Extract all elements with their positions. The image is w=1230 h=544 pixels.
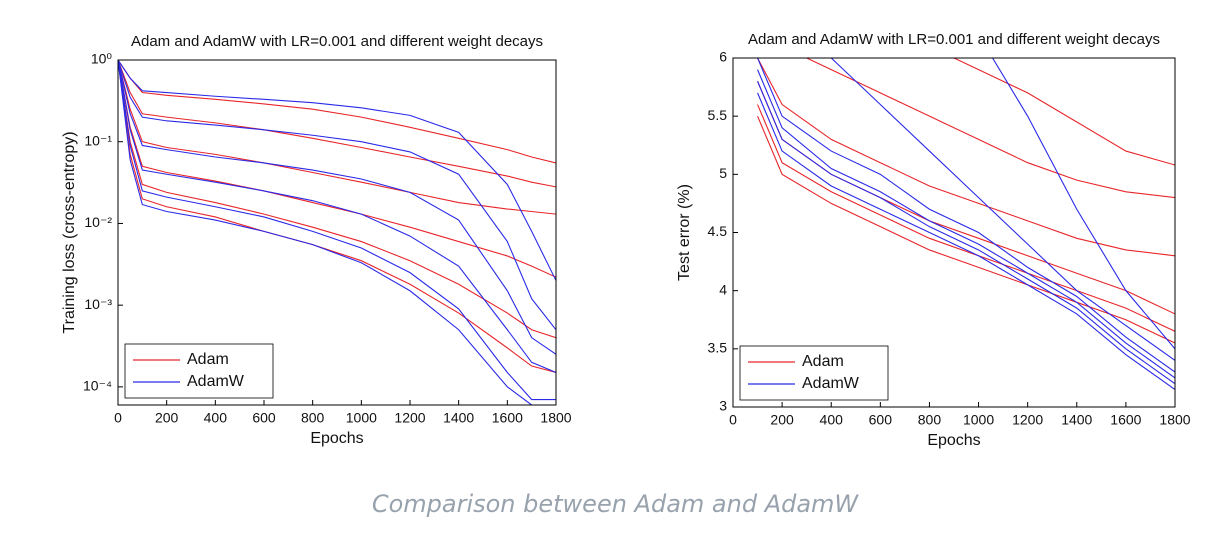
legend-label: Adam — [187, 351, 229, 368]
x-tick-label: 0 — [729, 412, 737, 428]
x-tick-label: 1000 — [346, 410, 377, 426]
series-line — [757, 81, 1175, 385]
series-line — [118, 60, 556, 281]
series-line — [118, 60, 556, 164]
y-tick-label: 10⁻¹ — [84, 132, 112, 148]
series-line — [118, 60, 556, 331]
y-axis-label: Test error (%) — [676, 184, 693, 281]
legend-label: Adam — [802, 353, 844, 370]
series-line — [118, 60, 556, 401]
x-tick-label: 1400 — [443, 410, 474, 426]
series-line — [757, 58, 1175, 373]
x-tick-label: 400 — [820, 412, 844, 428]
series-line — [118, 60, 556, 339]
x-tick-label: 600 — [869, 412, 893, 428]
x-tick-label: 0 — [114, 410, 122, 426]
x-tick-label: 1400 — [1061, 412, 1092, 428]
series-line — [805, 58, 1175, 199]
x-axis-label: Epochs — [927, 432, 980, 449]
y-tick-label: 10⁻⁴ — [83, 378, 112, 394]
series-line — [757, 69, 1175, 379]
x-tick-label: 1600 — [492, 410, 523, 426]
series-line — [118, 60, 556, 355]
series-line — [991, 58, 1175, 350]
plot-lines — [118, 60, 556, 405]
y-tick-label: 3 — [719, 398, 727, 414]
plot-lines — [757, 58, 1175, 390]
x-tick-label: 1200 — [1012, 412, 1043, 428]
series-line — [118, 60, 556, 278]
caption: Comparison between Adam and AdamW — [372, 490, 860, 518]
y-tick-label: 3.5 — [708, 340, 728, 356]
y-tick-label: 10⁰ — [91, 51, 113, 67]
x-tick-label: 600 — [252, 410, 276, 426]
x-tick-label: 200 — [155, 410, 179, 426]
y-tick-label: 4 — [719, 281, 727, 297]
legend-box — [124, 343, 274, 399]
x-tick-label: 1600 — [1110, 412, 1141, 428]
series-line — [757, 104, 1175, 332]
x-tick-label: 1200 — [394, 410, 425, 426]
series-line — [952, 58, 1175, 166]
legend-box — [739, 345, 889, 401]
series-line — [757, 58, 1175, 257]
chart-title: Adam and AdamW with LR=0.001 and differe… — [748, 31, 1160, 48]
series-line — [118, 60, 556, 405]
x-axis-label: Epochs — [310, 430, 363, 447]
series-line — [757, 92, 1175, 390]
series-line — [118, 60, 556, 373]
x-tick-label: 1000 — [963, 412, 994, 428]
y-tick-label: 4.5 — [708, 223, 728, 239]
x-tick-label: 1800 — [540, 410, 571, 426]
x-tick-label: 400 — [204, 410, 228, 426]
y-axis-label: Training loss (cross-entropy) — [61, 131, 78, 333]
legend-label: AdamW — [187, 373, 245, 390]
x-tick-label: 800 — [918, 412, 942, 428]
plot-frame — [117, 59, 557, 406]
y-tick-label: 6 — [719, 49, 727, 65]
series-line — [118, 60, 556, 188]
y-tick-label: 10⁻² — [84, 214, 112, 230]
series-line — [118, 60, 556, 215]
x-tick-label: 200 — [770, 412, 794, 428]
y-tick-label: 5.5 — [708, 107, 728, 123]
series-line — [830, 58, 1175, 361]
x-tick-label: 1800 — [1159, 412, 1190, 428]
y-tick-label: 10⁻³ — [84, 296, 112, 312]
x-tick-label: 800 — [301, 410, 325, 426]
y-tick-label: 5 — [719, 165, 727, 181]
chart-title: Adam and AdamW with LR=0.001 and differe… — [131, 33, 543, 50]
legend-label: AdamW — [802, 375, 860, 392]
series-line — [757, 115, 1175, 344]
